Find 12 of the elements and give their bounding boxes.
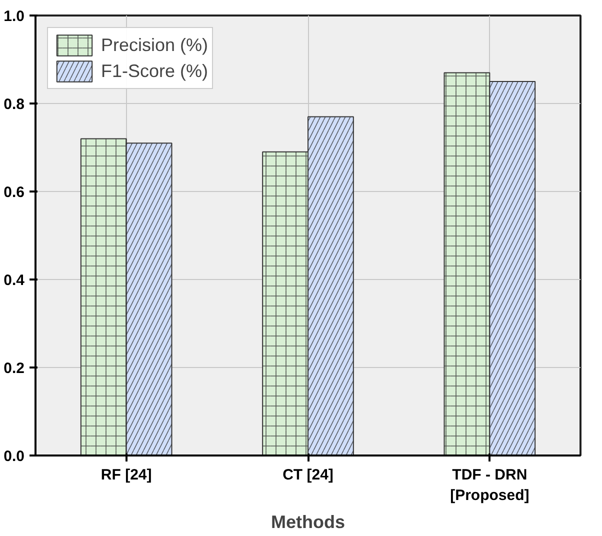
legend-label: Precision (%) [101,34,208,56]
y-tick-label: 0.6 [4,184,25,201]
y-tick-label: 0.2 [4,360,25,377]
x-axis-title: Methods [271,512,345,532]
y-tick-label: 0.4 [4,272,26,289]
y-tick-label: 1.0 [4,8,25,25]
x-tick-label: CT [24] [282,466,334,484]
y-tick-label: 0.0 [4,448,25,465]
x-tick-label: TDF - DRN [Proposed] [450,466,530,504]
x-tick-label: RF [24] [100,466,152,484]
y-tick-label: 0.8 [4,96,25,113]
legend-label: F1-Score (%) [101,60,208,82]
